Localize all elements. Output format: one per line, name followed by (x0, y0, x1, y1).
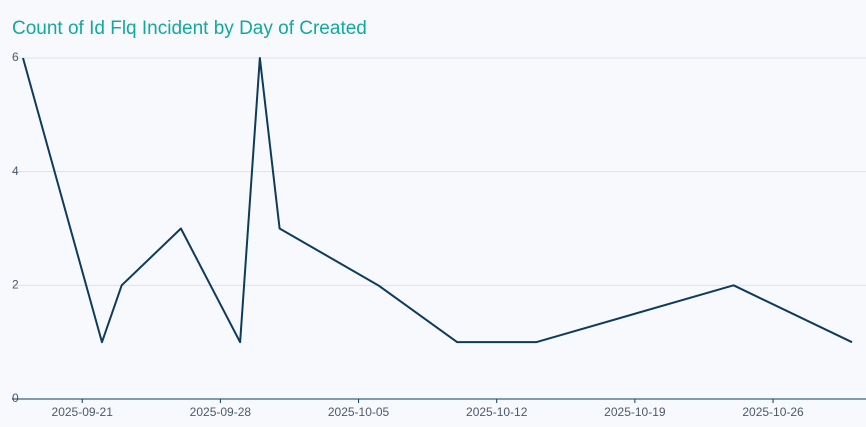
x-tick-label: 2025-09-21 (52, 405, 114, 419)
x-tick-label: 2025-09-28 (190, 405, 252, 419)
y-tick-label: 4 (12, 164, 19, 178)
x-tick-label: 2025-10-19 (604, 405, 666, 419)
y-tick-label: 6 (12, 50, 19, 64)
chart-title: Count of Id Flq Incident by Day of Creat… (12, 18, 367, 39)
y-tick-label: 0 (12, 391, 19, 405)
y-tick-label: 2 (12, 278, 19, 292)
x-tick-label: 2025-10-05 (328, 405, 390, 419)
x-tick-label: 2025-10-12 (466, 405, 528, 419)
x-tick-label: 2025-10-26 (742, 405, 804, 419)
line (22, 57, 853, 344)
